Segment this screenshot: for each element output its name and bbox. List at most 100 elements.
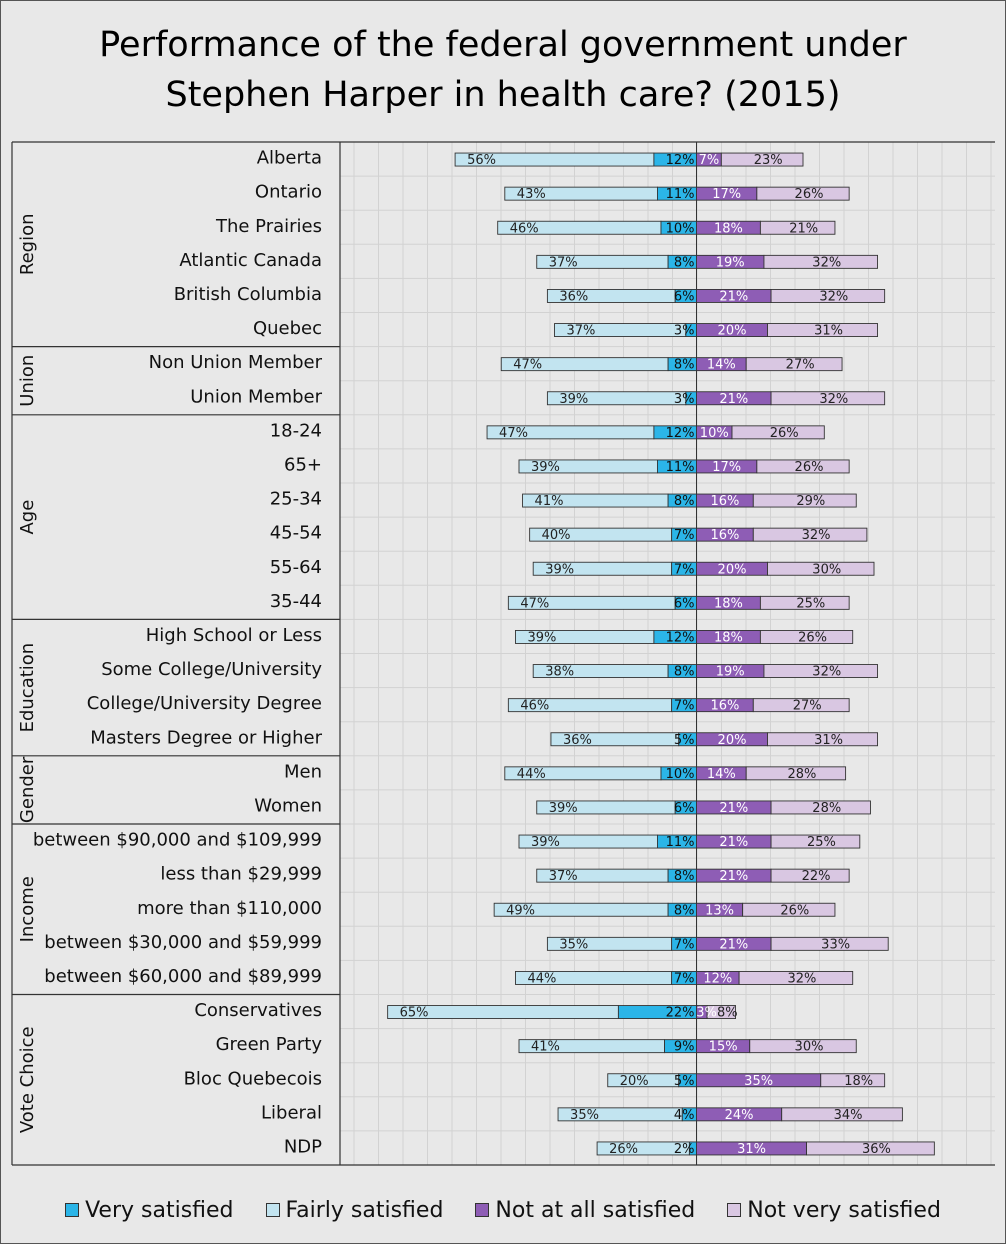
value-label-fairly-satisfied: 47% xyxy=(499,426,528,441)
bar-marks xyxy=(387,152,935,1156)
value-label-not-at-all-satisfied: 21% xyxy=(719,937,748,952)
row-label: The Prairies xyxy=(215,216,322,237)
row-label: NDP xyxy=(284,1136,322,1157)
value-label-fairly-satisfied: 46% xyxy=(510,221,539,236)
bar-not-very-satisfied xyxy=(759,220,836,235)
value-label-very-satisfied: 12% xyxy=(666,153,695,168)
bar-not-very-satisfied xyxy=(759,630,854,644)
value-label-not-very-satisfied: 8% xyxy=(717,1006,738,1021)
bar-not-very-satisfied xyxy=(767,323,879,337)
value-label-very-satisfied: 5% xyxy=(674,733,695,748)
legend-label: Not very satisfied xyxy=(747,1197,941,1223)
value-label-very-satisfied: 3% xyxy=(674,392,695,407)
value-label-not-very-satisfied: 23% xyxy=(754,153,783,168)
value-label-not-at-all-satisfied: 3% xyxy=(696,1006,717,1021)
row-label: College/University Degree xyxy=(87,693,322,714)
value-label-very-satisfied: 8% xyxy=(674,255,695,270)
value-label-fairly-satisfied: 35% xyxy=(559,937,588,952)
group-label: Income xyxy=(17,876,38,942)
legend-swatch xyxy=(265,1203,280,1217)
value-label-not-at-all-satisfied: 24% xyxy=(725,1108,754,1123)
value-label-not-very-satisfied: 26% xyxy=(780,903,809,918)
value-label-not-at-all-satisfied: 35% xyxy=(744,1074,773,1089)
bar-not-very-satisfied xyxy=(738,971,854,985)
value-label-not-at-all-satisfied: 7% xyxy=(699,153,720,168)
value-label-not-at-all-satisfied: 12% xyxy=(703,971,732,986)
bar-not-very-satisfied xyxy=(806,1141,935,1156)
value-label-not-very-satisfied: 26% xyxy=(795,460,824,475)
legend-swatch xyxy=(65,1203,80,1217)
row-label: Atlantic Canada xyxy=(179,250,322,271)
value-label-very-satisfied: 4% xyxy=(674,1108,695,1123)
value-label-very-satisfied: 11% xyxy=(666,187,695,202)
value-label-very-satisfied: 3% xyxy=(674,324,695,339)
row-label: Ontario xyxy=(255,182,322,203)
row-label: Men xyxy=(284,761,322,782)
value-label-not-very-satisfied: 32% xyxy=(812,665,841,680)
row-label: Quebec xyxy=(253,318,322,339)
bar-not-very-satisfied xyxy=(745,766,847,781)
value-label-fairly-satisfied: 39% xyxy=(531,835,560,850)
row-label: between $30,000 and $59,999 xyxy=(44,932,322,953)
value-label-not-at-all-satisfied: 18% xyxy=(714,630,743,645)
value-label-very-satisfied: 22% xyxy=(666,1006,695,1021)
row-label: Bloc Quebecois xyxy=(184,1068,322,1089)
value-label-not-at-all-satisfied: 16% xyxy=(710,494,739,509)
value-label-fairly-satisfied: 46% xyxy=(520,699,549,714)
row-label: Green Party xyxy=(216,1034,323,1055)
value-label-fairly-satisfied: 39% xyxy=(549,801,578,816)
row-label: British Columbia xyxy=(174,284,322,305)
row-labels: Region Union Age Education Gender Income Vote … xyxy=(17,148,323,1158)
value-label-fairly-satisfied: 20% xyxy=(620,1074,649,1089)
bar-not-very-satisfied xyxy=(763,254,879,269)
value-label-very-satisfied: 10% xyxy=(666,221,695,236)
value-label-very-satisfied: 8% xyxy=(674,869,695,884)
value-label-fairly-satisfied: 37% xyxy=(567,324,596,339)
row-label: less than $29,999 xyxy=(160,864,322,885)
group-label: Vote Choice xyxy=(17,1026,38,1133)
row-label: Non Union Member xyxy=(149,352,323,373)
value-label-not-at-all-satisfied: 14% xyxy=(707,767,736,782)
value-label-not-at-all-satisfied: 18% xyxy=(714,596,743,611)
row-label: between $60,000 and $89,999 xyxy=(44,966,322,987)
value-label-not-at-all-satisfied: 21% xyxy=(719,801,748,816)
value-label-not-very-satisfied: 28% xyxy=(812,801,841,816)
group-label: Region xyxy=(17,213,38,275)
legend-item: Not at all satisfied xyxy=(475,1198,695,1223)
value-label-fairly-satisfied: 40% xyxy=(542,528,571,543)
value-label-not-very-satisfied: 32% xyxy=(802,528,831,543)
chart-title-line-2: Stephen Harper in health care? (2015) xyxy=(165,75,841,115)
value-label-not-very-satisfied: 34% xyxy=(834,1108,863,1123)
value-label-fairly-satisfied: 35% xyxy=(570,1108,599,1123)
row-label: between $90,000 and $109,999 xyxy=(33,830,322,851)
row-label: Masters Degree or Higher xyxy=(90,727,322,748)
value-label-very-satisfied: 7% xyxy=(674,528,695,543)
row-label: 55-64 xyxy=(270,557,322,578)
value-label-fairly-satisfied: 43% xyxy=(517,187,546,202)
value-label-fairly-satisfied: 36% xyxy=(559,289,588,304)
row-label: 25-34 xyxy=(270,489,322,510)
bar-not-very-satisfied xyxy=(756,459,850,474)
value-label-not-very-satisfied: 21% xyxy=(789,221,818,236)
bar-not-very-satisfied xyxy=(752,493,857,508)
value-label-not-very-satisfied: 31% xyxy=(814,324,843,339)
row-label: Women xyxy=(254,795,322,816)
row-label: 65+ xyxy=(284,454,322,475)
value-label-not-at-all-satisfied: 21% xyxy=(719,392,748,407)
value-label-very-satisfied: 8% xyxy=(674,358,695,373)
row-label: Conservatives xyxy=(194,1000,322,1021)
value-label-fairly-satisfied: 36% xyxy=(563,733,592,748)
chart-title: Performance of the federal government un… xyxy=(0,20,1006,120)
value-label-very-satisfied: 12% xyxy=(666,426,695,441)
value-label-not-very-satisfied: 30% xyxy=(795,1040,824,1055)
value-label-not-very-satisfied: 25% xyxy=(807,835,836,850)
value-label-not-very-satisfied: 22% xyxy=(802,869,831,884)
value-label-fairly-satisfied: 38% xyxy=(545,665,574,680)
value-label-fairly-satisfied: 37% xyxy=(549,255,578,270)
legend-label: Fairly satisfied xyxy=(285,1197,444,1223)
bar-not-very-satisfied xyxy=(706,1005,737,1019)
value-label-very-satisfied: 6% xyxy=(674,596,695,611)
value-label-very-satisfied: 7% xyxy=(674,971,695,986)
row-label: High School or Less xyxy=(146,625,322,646)
value-label-fairly-satisfied: 44% xyxy=(517,767,546,782)
